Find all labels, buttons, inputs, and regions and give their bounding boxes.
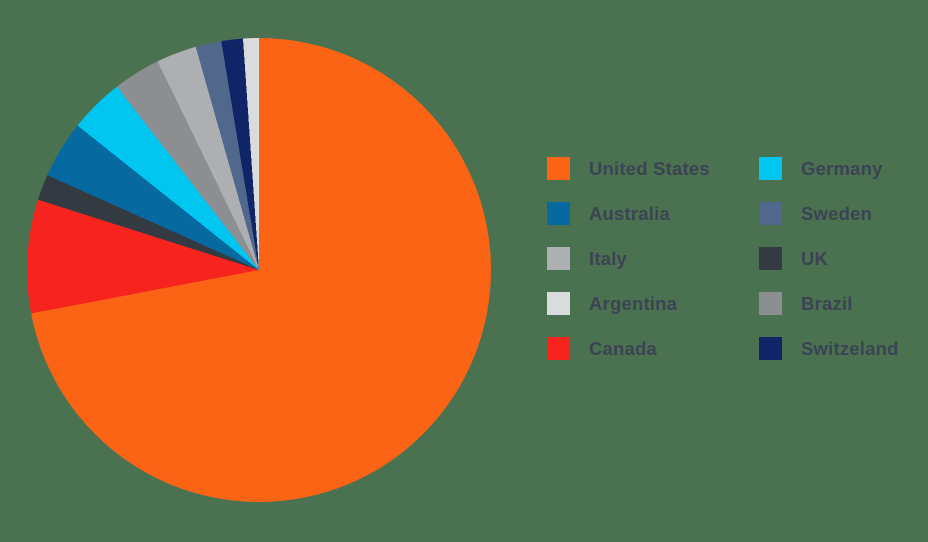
legend-swatch [547,247,570,270]
legend-item-italy: Italy [547,247,759,270]
legend-swatch [759,337,782,360]
legend-item-switzeland: Switzeland [759,337,928,360]
legend-swatch [759,157,782,180]
legend-item-australia: Australia [547,202,759,225]
legend-swatch [759,202,782,225]
pie-chart [27,38,491,502]
legend-label: Argentina [589,292,678,314]
legend-item-uk: UK [759,247,928,270]
legend-item-united-states: United States [547,157,759,180]
legend-item-canada: Canada [547,337,759,360]
legend-column-1: United States Australia Italy Argentina … [547,157,759,360]
legend-label: Brazil [801,292,853,314]
legend-label: Sweden [801,202,873,224]
legend-swatch [547,157,570,180]
legend-item-argentina: Argentina [547,292,759,315]
legend-swatch [547,337,570,360]
legend-column-2: Germany Sweden UK Brazil Switzeland [759,157,928,360]
legend-label: United States [589,157,710,179]
legend-label: Canada [589,337,658,359]
legend-label: Italy [589,247,628,269]
legend-item-brazil: Brazil [759,292,928,315]
legend: United States Australia Italy Argentina … [547,157,928,360]
legend-swatch [759,292,782,315]
legend-swatch [547,202,570,225]
legend-item-sweden: Sweden [759,202,928,225]
legend-label: Switzeland [801,337,899,359]
legend-swatch [547,292,570,315]
legend-label: Germany [801,157,883,179]
legend-label: Australia [589,202,670,224]
legend-item-germany: Germany [759,157,928,180]
legend-label: UK [801,247,829,269]
legend-swatch [759,247,782,270]
